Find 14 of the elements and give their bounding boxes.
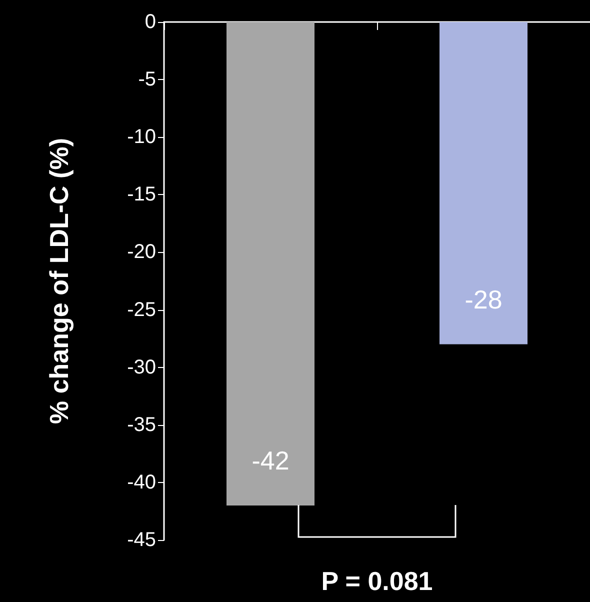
text: P = 0.081 <box>320 566 434 597</box>
y-tick-label: -25 <box>127 298 156 321</box>
y-tick-label: -45 <box>127 529 156 551</box>
y-tick-label: -10 <box>127 126 156 148</box>
data-label: -28 <box>464 284 502 314</box>
y-tick-label: -35 <box>127 414 156 436</box>
y-tick-label: -5 <box>138 68 156 91</box>
y-tick-label: -20 <box>127 241 156 264</box>
y-tick-label: -15 <box>127 184 156 206</box>
y-axis-title: % change of LDL-C (%) <box>44 138 74 424</box>
data-label: -42 <box>252 445 290 476</box>
y-tick-label: 0 <box>144 11 156 33</box>
y-tick-label: -40 <box>127 471 156 494</box>
y-tick-label: -30 <box>127 356 156 378</box>
